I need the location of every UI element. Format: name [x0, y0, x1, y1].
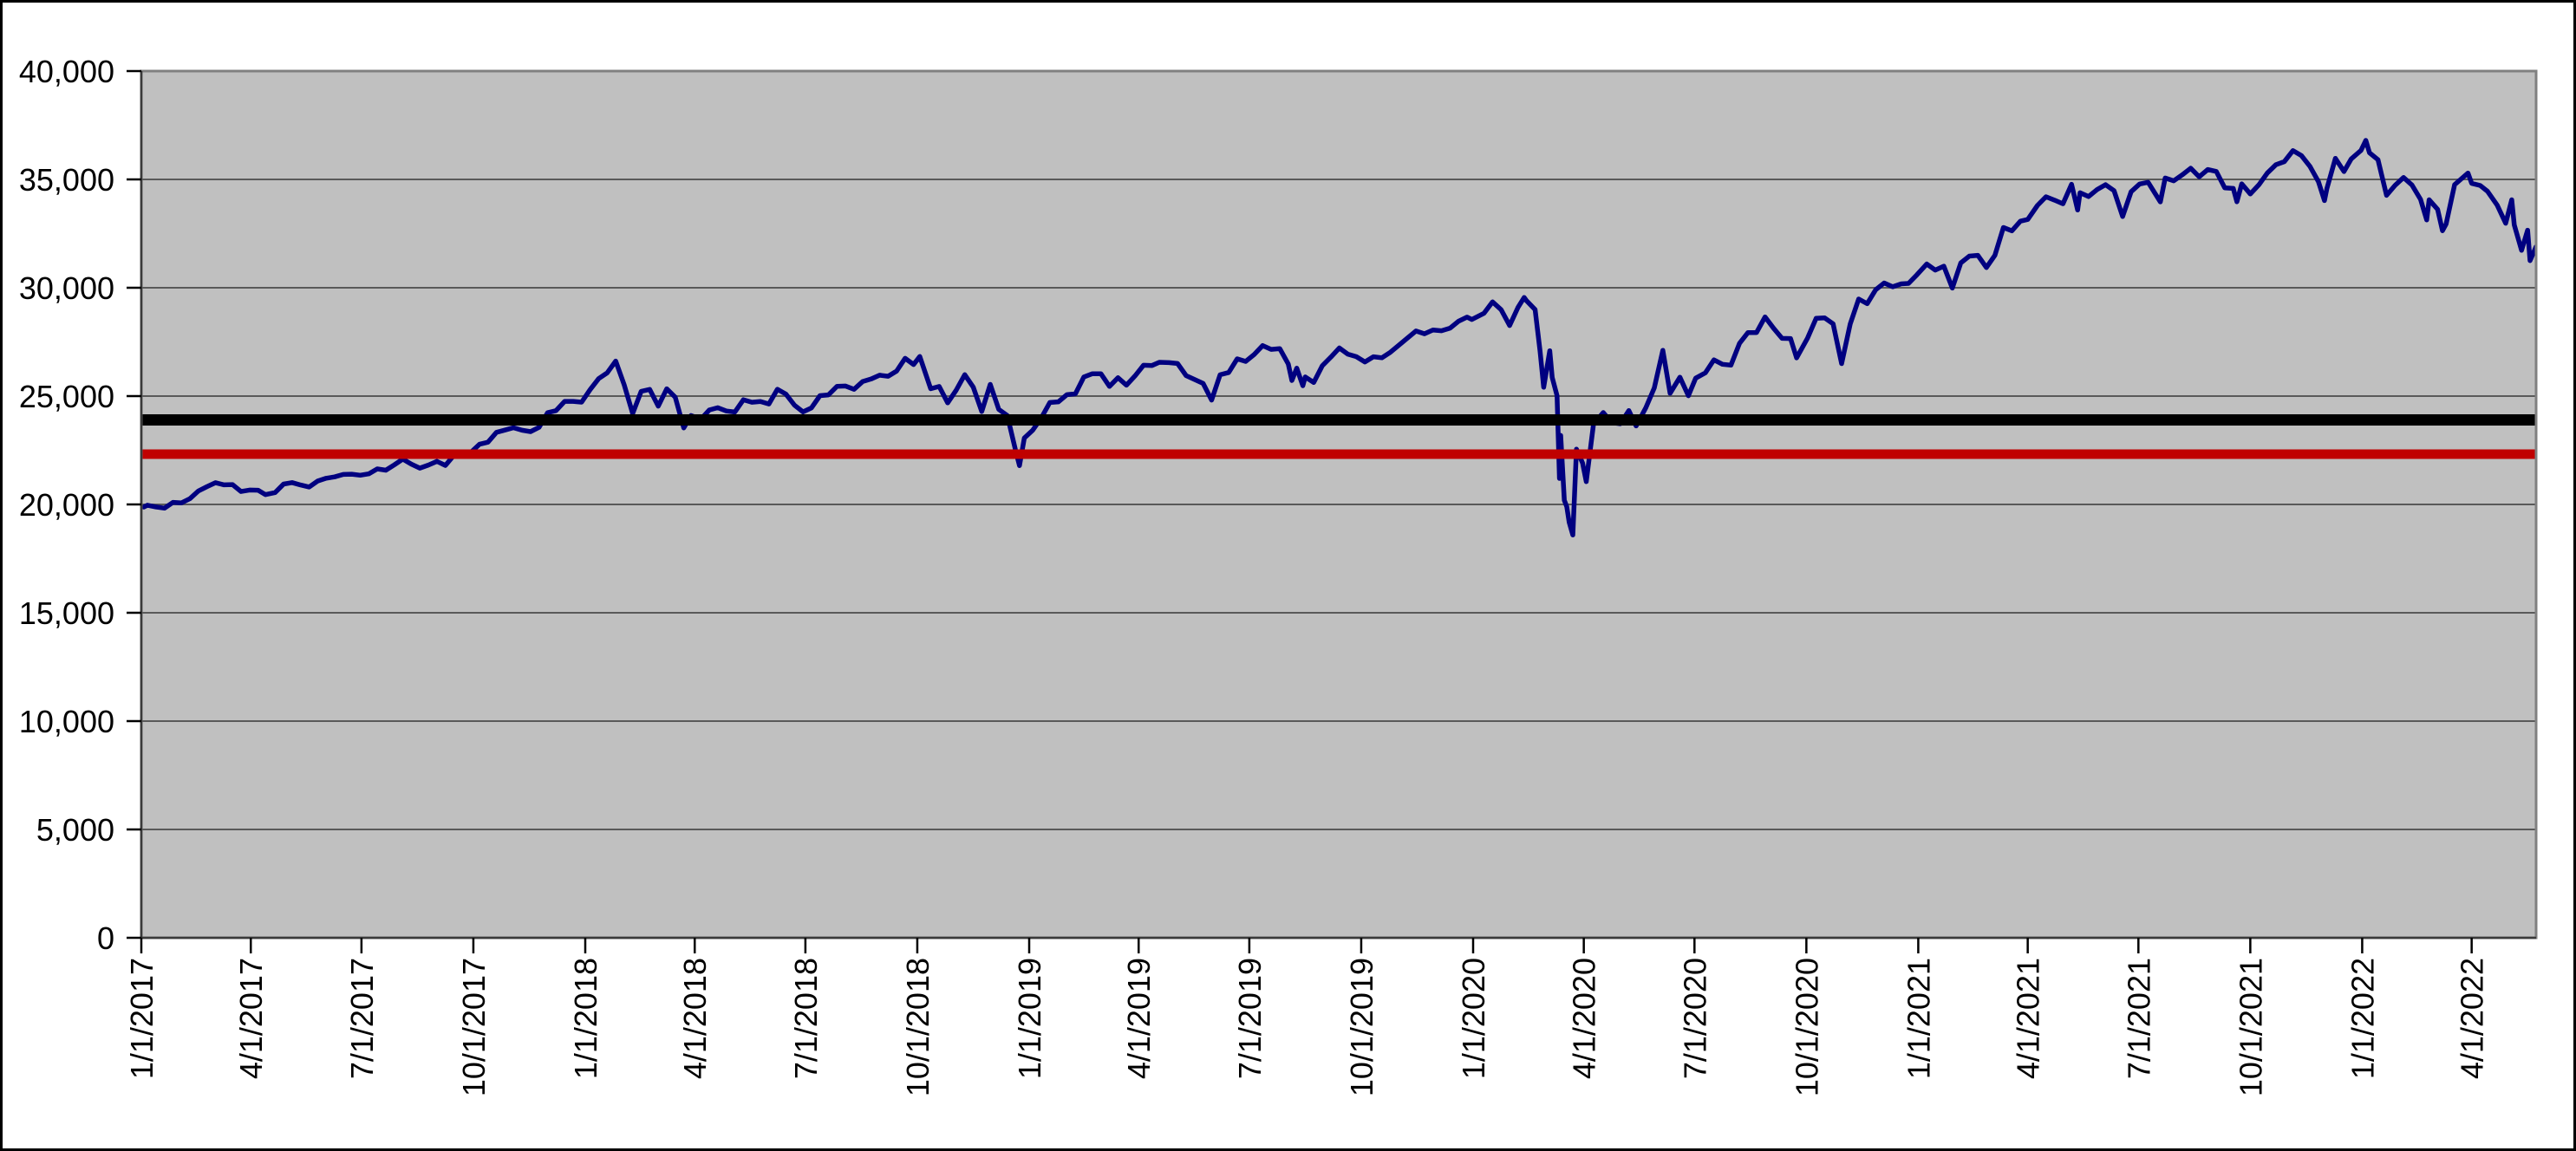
x-axis-label: 1/1/2018: [568, 958, 603, 1079]
y-axis-labels: 40,000 35,000 30,000 25,000 20,000 15,000 10,0…: [19, 54, 114, 956]
x-axis-label: 7/1/2017: [344, 958, 380, 1079]
x-axis-label: 1/1/2021: [1901, 958, 1936, 1079]
x-axis-label: 1/1/2020: [1456, 958, 1491, 1079]
y-axis-label: 30,000: [19, 270, 114, 306]
x-axis-label: 4/1/2019: [1121, 958, 1157, 1079]
x-axis-label: 7/1/2021: [2121, 958, 2156, 1079]
y-axis-label: 40,000: [19, 54, 114, 89]
x-axis-label: 7/1/2019: [1232, 958, 1268, 1079]
x-axis-label: 10/1/2019: [1344, 958, 1379, 1096]
x-axis-label: 1/1/2017: [124, 958, 160, 1079]
data-series: [141, 138, 2536, 537]
x-axis-label: 10/1/2020: [1789, 958, 1824, 1096]
y-axis-label: 0: [97, 920, 114, 956]
x-axis-label: 10/1/2017: [456, 958, 492, 1096]
x-axis-label: 4/1/2017: [233, 958, 269, 1079]
y-axis-label: 5,000: [36, 812, 114, 848]
x-axis-label: 4/1/2021: [2011, 958, 2046, 1079]
x-axis-label: 4/1/2022: [2455, 958, 2490, 1079]
x-axis-label: 7/1/2020: [1677, 958, 1712, 1079]
y-axis-label: 10,000: [19, 704, 114, 739]
dow-jones-daily-close: [141, 138, 2536, 537]
y-axis-label: 35,000: [19, 162, 114, 198]
x-axis-label: 10/1/2018: [900, 958, 936, 1096]
x-axis-label: 10/1/2021: [2233, 958, 2268, 1096]
axis-tick-marks: [127, 69, 2473, 953]
y-axis-label: 15,000: [19, 595, 114, 631]
x-axis-label: 7/1/2018: [788, 958, 824, 1079]
x-axis-label: 4/1/2020: [1567, 958, 1602, 1079]
y-axis-label: 20,000: [19, 487, 114, 523]
y-axis-label: 25,000: [19, 379, 114, 414]
horizontal-gridlines: [141, 179, 2536, 830]
x-axis-label: 4/1/2018: [677, 958, 713, 1079]
dow-line-chart: 40,000 35,000 30,000 25,000 20,000 15,000 10,0…: [19, 54, 2538, 1096]
x-axis-labels: 1/1/2017 4/1/2017 7/1/2017 10/1/2017 1/1/201…: [124, 958, 2490, 1096]
x-axis-label: 1/1/2022: [2344, 958, 2380, 1079]
x-axis-label: 1/1/2019: [1012, 958, 1047, 1079]
